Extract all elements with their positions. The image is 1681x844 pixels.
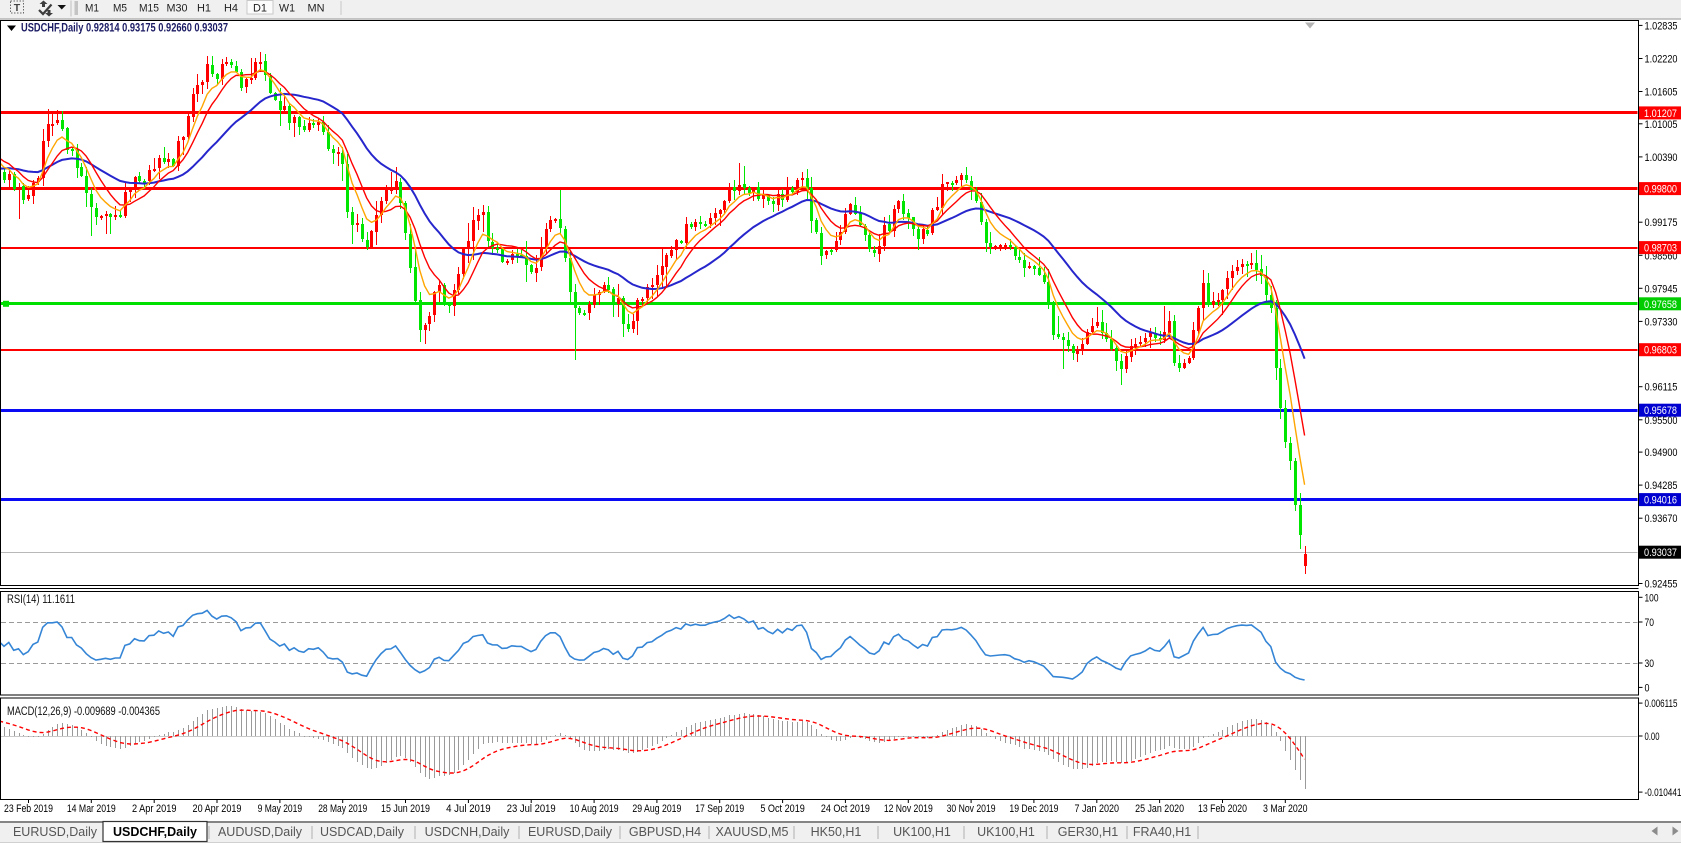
svg-text:EURUSD,Daily: EURUSD,Daily	[528, 825, 613, 839]
svg-text:0.92455: 0.92455	[1645, 579, 1678, 591]
svg-text:0.97945: 0.97945	[1645, 283, 1678, 295]
svg-text:T: T	[14, 2, 21, 14]
svg-text:5 Oct 2019: 5 Oct 2019	[760, 803, 805, 815]
svg-text:USDCHF,Daily 0.92814 0.93175: USDCHF,Daily 0.92814 0.93175 0.92660 0.9…	[21, 21, 228, 35]
svg-text:30 Nov 2019: 30 Nov 2019	[947, 803, 996, 815]
svg-text:0.97658: 0.97658	[1644, 299, 1677, 311]
svg-text:2 Apr 2019: 2 Apr 2019	[132, 803, 177, 815]
svg-text:GER30,H1: GER30,H1	[1058, 825, 1118, 839]
svg-text:AUDUSD,Daily: AUDUSD,Daily	[218, 825, 303, 839]
svg-text:USDCHF,Daily: USDCHF,Daily	[113, 825, 197, 839]
svg-text:0.93037: 0.93037	[1644, 547, 1677, 559]
svg-text:0.93670: 0.93670	[1645, 513, 1678, 525]
svg-text:HK50,H1: HK50,H1	[811, 825, 862, 839]
svg-text:UK100,H1: UK100,H1	[893, 825, 951, 839]
svg-text:1.02220: 1.02220	[1645, 54, 1678, 66]
svg-text:FRA40,H1: FRA40,H1	[1133, 825, 1191, 839]
svg-text:M30: M30	[167, 3, 188, 15]
svg-text:3 Mar 2020: 3 Mar 2020	[1263, 803, 1308, 815]
svg-text:15 Jun 2019: 15 Jun 2019	[381, 803, 430, 815]
svg-text:29 Aug 2019: 29 Aug 2019	[632, 803, 681, 815]
svg-text:4 Jul 2019: 4 Jul 2019	[446, 803, 491, 815]
svg-text:70: 70	[1645, 617, 1655, 629]
svg-text:1.02835: 1.02835	[1645, 20, 1678, 32]
svg-text:-0.010441: -0.010441	[1645, 787, 1681, 799]
svg-text:9 May 2019: 9 May 2019	[258, 803, 303, 815]
svg-text:0.94285: 0.94285	[1645, 480, 1678, 492]
svg-text:19 Dec 2019: 19 Dec 2019	[1009, 803, 1058, 815]
svg-text:0.96115: 0.96115	[1645, 382, 1678, 394]
svg-text:28 May 2019: 28 May 2019	[318, 803, 367, 815]
svg-text:M5: M5	[113, 3, 127, 15]
svg-text:25 Jan 2020: 25 Jan 2020	[1135, 803, 1184, 815]
svg-text:30: 30	[1645, 658, 1655, 670]
svg-text:0.94016: 0.94016	[1644, 495, 1677, 507]
svg-text:0.98703: 0.98703	[1644, 243, 1677, 255]
svg-text:USDCAD,Daily: USDCAD,Daily	[320, 825, 405, 839]
svg-text:24 Oct 2019: 24 Oct 2019	[821, 803, 870, 815]
svg-text:RSI(14) 11.1611: RSI(14) 11.1611	[7, 594, 75, 606]
svg-text:W1: W1	[279, 3, 295, 15]
svg-text:USDCNH,Daily: USDCNH,Daily	[425, 825, 510, 839]
svg-text:0.99175: 0.99175	[1645, 217, 1678, 229]
svg-text:7 Jan 2020: 7 Jan 2020	[1075, 803, 1120, 815]
svg-text:0.00: 0.00	[1645, 731, 1660, 743]
svg-text:D1: D1	[253, 3, 267, 15]
svg-text:0.95678: 0.95678	[1644, 405, 1677, 417]
svg-text:1.00390: 1.00390	[1645, 152, 1678, 164]
svg-text:0.006115: 0.006115	[1645, 698, 1678, 710]
svg-text:GBPUSD,H4: GBPUSD,H4	[629, 825, 701, 839]
svg-text:H4: H4	[224, 3, 238, 15]
svg-text:EURUSD,Daily: EURUSD,Daily	[13, 825, 98, 839]
svg-text:M15: M15	[139, 3, 159, 15]
svg-text:1.01005: 1.01005	[1645, 119, 1678, 131]
svg-text:MN: MN	[308, 3, 325, 15]
svg-text:1.01605: 1.01605	[1645, 87, 1678, 99]
svg-text:0.95500: 0.95500	[1645, 415, 1678, 427]
svg-text:13 Feb 2020: 13 Feb 2020	[1198, 803, 1247, 815]
svg-text:0.97330: 0.97330	[1645, 316, 1678, 328]
svg-text:100: 100	[1645, 592, 1659, 604]
svg-text:14 Mar 2019: 14 Mar 2019	[67, 803, 116, 815]
svg-text:0: 0	[1645, 682, 1650, 694]
svg-text:MACD(12,26,9) -0.009689 -0.004: MACD(12,26,9) -0.009689 -0.004365	[7, 706, 160, 718]
svg-text:10 Aug 2019: 10 Aug 2019	[570, 803, 619, 815]
svg-text:UK100,H1: UK100,H1	[977, 825, 1035, 839]
svg-text:23 Jul 2019: 23 Jul 2019	[507, 803, 556, 815]
svg-text:XAUUSD,M5: XAUUSD,M5	[716, 825, 789, 839]
svg-text:M1: M1	[85, 3, 99, 15]
svg-text:17 Sep 2019: 17 Sep 2019	[695, 803, 744, 815]
svg-text:H1: H1	[197, 3, 211, 15]
svg-text:1.01207: 1.01207	[1644, 108, 1677, 120]
svg-text:0.99800: 0.99800	[1644, 184, 1677, 196]
svg-text:20 Apr 2019: 20 Apr 2019	[193, 803, 242, 815]
svg-text:23 Feb 2019: 23 Feb 2019	[4, 803, 53, 815]
svg-text:0.96803: 0.96803	[1644, 345, 1677, 357]
svg-text:0.94900: 0.94900	[1645, 447, 1678, 459]
svg-text:12 Nov 2019: 12 Nov 2019	[884, 803, 933, 815]
